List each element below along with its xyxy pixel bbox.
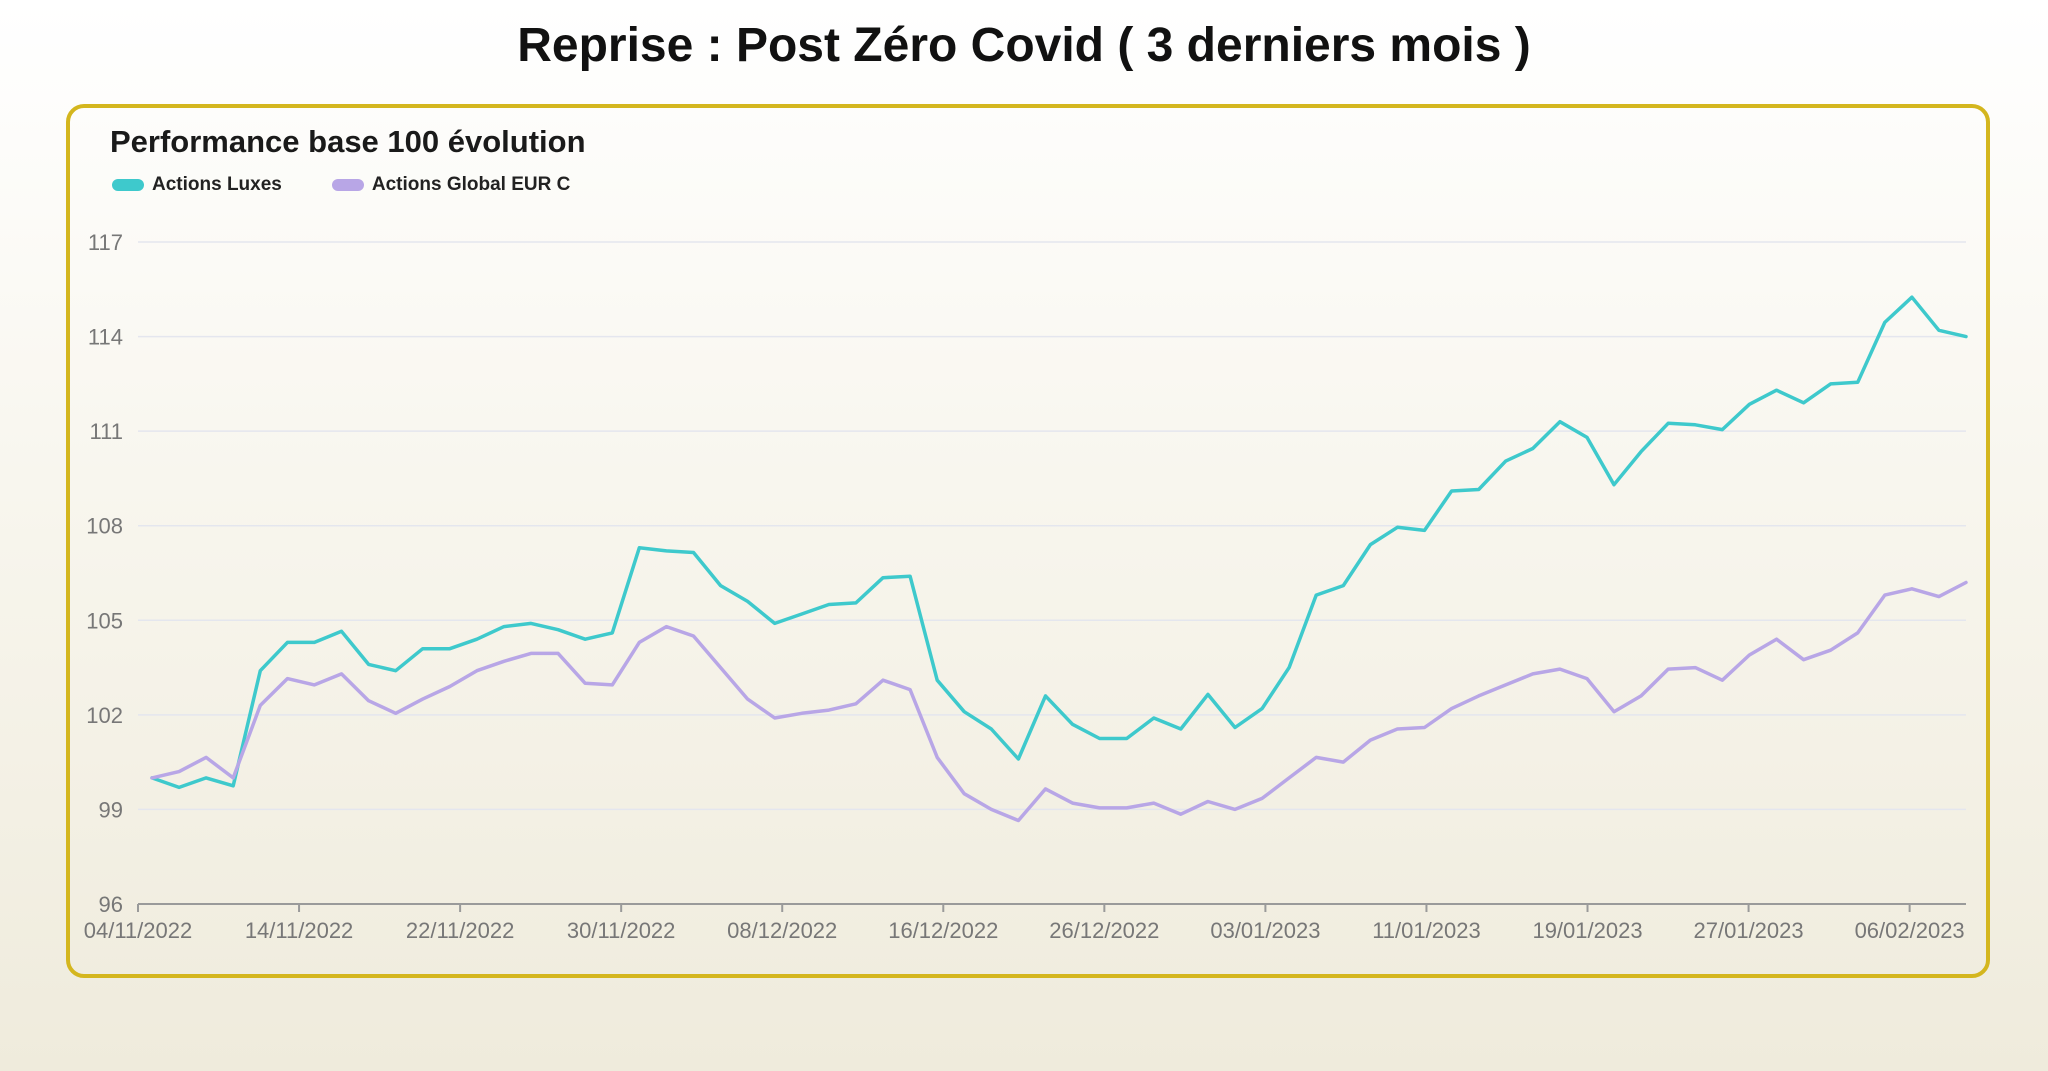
chart-title: Performance base 100 évolution xyxy=(110,124,586,159)
x-tick-label: 11/01/2023 xyxy=(1372,918,1480,943)
legend-swatch-actions-luxes xyxy=(112,179,144,191)
y-tick-label: 114 xyxy=(88,325,123,350)
x-tick-label: 08/12/2022 xyxy=(727,918,837,943)
y-tick-label: 99 xyxy=(99,797,123,822)
y-tick-label: 108 xyxy=(86,514,123,539)
x-tick-label: 19/01/2023 xyxy=(1532,918,1642,943)
legend-swatch-actions-global xyxy=(331,179,364,191)
x-tick-label: 26/12/2022 xyxy=(1049,918,1159,943)
x-tick-label: 04/11/2022 xyxy=(84,918,192,943)
chart-frame xyxy=(66,104,1990,978)
axes: 96 99 102 105 108 111 114 117 04/11/2022 14/11/20… xyxy=(84,230,1966,943)
chart-legend: Actions Luxes Actions Global EUR C xyxy=(112,174,570,196)
x-tick-label: 16/12/2022 xyxy=(888,918,998,943)
legend-item-actions-global[interactable]: Actions Global EUR C xyxy=(331,174,571,196)
series-lines xyxy=(150,295,1968,823)
x-tick-label: 14/11/2022 xyxy=(245,918,353,943)
y-tick-label: 117 xyxy=(88,230,123,255)
x-tick-label: 06/02/2023 xyxy=(1855,918,1965,943)
x-tick-label: 30/11/2022 xyxy=(567,918,675,943)
series-line-0[interactable] xyxy=(150,295,1968,790)
y-tick-label: 96 xyxy=(99,892,123,917)
legend-label-actions-global: Actions Global EUR C xyxy=(371,174,571,195)
series-line-1[interactable] xyxy=(150,580,1968,823)
grid-lines xyxy=(138,241,1966,811)
y-tick-label: 105 xyxy=(86,608,123,633)
y-tick-label: 111 xyxy=(90,419,123,444)
x-tick-label: 03/01/2023 xyxy=(1210,918,1320,943)
x-tick-label: 27/01/2023 xyxy=(1694,918,1804,943)
x-tick-label: 22/11/2022 xyxy=(406,918,514,943)
legend-label-actions-luxes: Actions Luxes xyxy=(152,174,282,195)
y-tick-label: 102 xyxy=(86,703,123,728)
page-title: Reprise : Post Zéro Covid ( 3 derniers m… xyxy=(517,19,1531,72)
legend-item-actions-luxes[interactable]: Actions Luxes xyxy=(112,174,282,196)
